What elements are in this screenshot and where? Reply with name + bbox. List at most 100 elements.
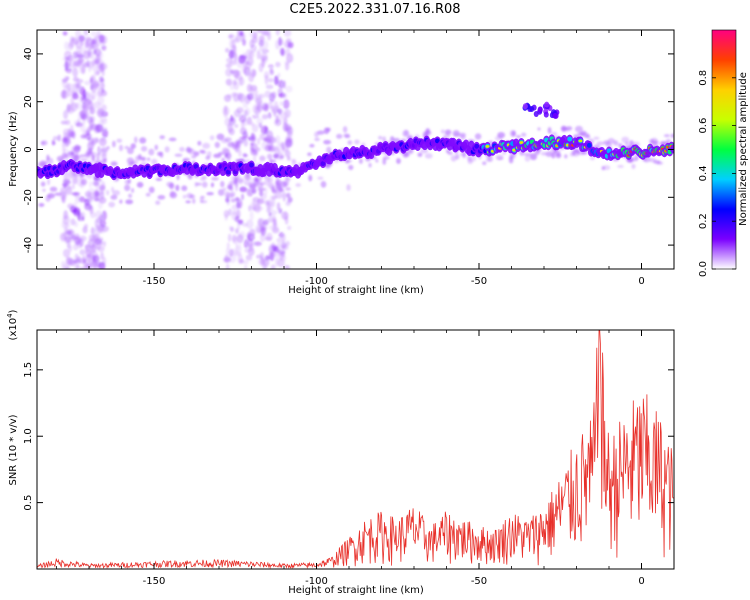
noise-speck [75,51,83,58]
noise-speck [86,112,91,119]
noise-speck [72,154,78,159]
noise-speck [259,181,266,186]
noise-speck [656,161,664,165]
noise-speck [70,96,75,106]
noise-speck [256,118,264,125]
noise-speck [336,133,343,139]
noise-speck [62,144,66,154]
noise-speck [191,155,197,159]
secondary-blob [544,101,550,108]
noise-speck [73,221,79,228]
noise-speck [268,211,272,217]
noise-speck [243,139,249,147]
noise-speck [245,48,253,58]
noise-speck [68,244,73,252]
noise-speck [133,136,138,144]
noise-speck [71,87,79,95]
noise-speck [249,210,254,221]
noise-speck [127,163,133,168]
secondary-blob [552,112,558,119]
noise-speck [278,155,284,159]
noise-speck [245,60,249,66]
trace-mid [225,169,231,175]
noise-speck [261,114,269,120]
snr-panel: -150 -100 -50 0 0.5 1.0 1.5 Height of straight… [6,309,675,596]
noise-speck [260,125,269,135]
noise-speck [232,79,237,86]
noise-speck [277,79,285,89]
noise-speck [119,199,123,204]
noise-speck [625,141,629,146]
noise-speck [257,187,266,192]
noise-speck [259,155,266,162]
noise-speck [179,146,185,152]
noise-speck [286,53,294,64]
noise-speck [282,92,288,100]
noise-speck [100,251,104,260]
noise-speck [467,158,473,165]
colorbar-tick-label: 0.8 [698,70,709,86]
noise-speck [285,38,292,43]
noise-speck [79,235,87,242]
noise-speck [222,187,227,191]
noise-speck [443,133,451,139]
noise-speck [95,198,101,202]
noise-speck [257,198,264,205]
noise-speck [278,251,284,261]
noise-speck [230,191,236,197]
noise-speck [494,135,503,141]
noise-speck [251,69,257,77]
snr-frame [36,329,675,570]
noise-speck [307,152,312,156]
noise-speck [271,195,277,200]
noise-speck [83,80,92,86]
noise-speck [234,197,240,201]
snr-x-tick-label: -150 [143,576,166,587]
noise-speck [368,162,372,168]
noise-speck [284,123,292,132]
noise-speck [631,163,636,170]
noise-speck [202,142,211,149]
noise-speck [277,108,283,115]
noise-speck [458,132,467,137]
noise-speck [92,181,100,187]
noise-speck [230,186,234,192]
noise-speck [267,77,274,83]
noise-speck [124,179,130,185]
noise-speck [49,186,58,192]
noise-speck [275,180,280,186]
noise-speck [236,201,241,209]
snr-x-axis-label: Height of straight line (km) [288,585,424,596]
noise-speck [283,116,288,126]
noise-speck [92,83,100,88]
noise-speck [269,70,275,76]
noise-speck [248,177,255,182]
noise-speck [221,147,230,154]
noise-speck [93,237,101,242]
noise-speck [242,52,247,61]
noise-speck [63,109,69,120]
noise-speck [47,178,51,186]
noise-speck [82,50,91,60]
noise-speck [83,223,89,229]
noise-speck [231,234,237,242]
noise-speck [235,228,239,234]
noise-speck [263,200,270,205]
noise-speck [185,200,191,204]
noise-speck [235,34,241,43]
noise-speck [145,192,151,197]
noise-speck [242,222,249,227]
noise-speck [287,196,293,203]
noise-speck [68,42,74,51]
snr-y-multiplier: (x104) [6,309,19,340]
noise-speck [251,36,258,44]
noise-speck [509,130,516,137]
noise-speck [195,182,202,186]
noise-speck [233,69,240,80]
noise-speck [186,192,193,199]
noise-speck [271,91,277,99]
noise-speck [93,48,97,55]
noise-speck [88,180,93,188]
noise-speck [82,255,87,263]
noise-speck [69,124,74,133]
